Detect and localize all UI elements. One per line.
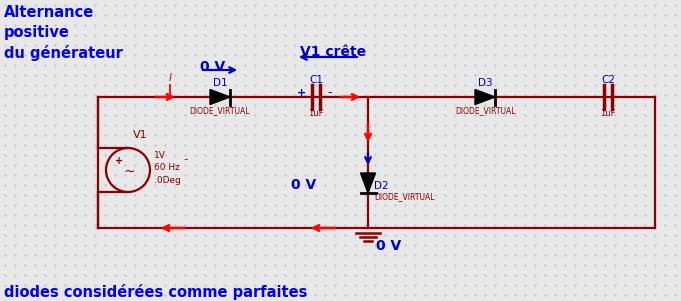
Text: V1 crête: V1 crête bbox=[300, 45, 366, 59]
Text: DIODE_VIRTUAL: DIODE_VIRTUAL bbox=[455, 107, 516, 116]
Text: DIODE_VIRTUAL: DIODE_VIRTUAL bbox=[374, 193, 434, 201]
Polygon shape bbox=[475, 89, 495, 104]
Text: 1uF: 1uF bbox=[600, 110, 616, 119]
Text: ~: ~ bbox=[123, 165, 135, 179]
Text: D3: D3 bbox=[477, 78, 492, 88]
Text: +: + bbox=[115, 156, 123, 166]
Text: -: - bbox=[328, 86, 332, 100]
Text: 0 V: 0 V bbox=[291, 178, 316, 192]
Text: I: I bbox=[168, 73, 172, 83]
Text: 1V
60 Hz
.0Deg: 1V 60 Hz .0Deg bbox=[154, 151, 181, 185]
Text: 0 V: 0 V bbox=[200, 60, 225, 74]
Text: diodes considérées comme parfaites: diodes considérées comme parfaites bbox=[4, 284, 307, 300]
Text: C1: C1 bbox=[309, 75, 323, 85]
Text: D1: D1 bbox=[212, 78, 227, 88]
Text: 1uF: 1uF bbox=[308, 110, 323, 119]
Text: Alternance
positive
du générateur: Alternance positive du générateur bbox=[4, 5, 123, 61]
Text: DIODE_VIRTUAL: DIODE_VIRTUAL bbox=[190, 107, 250, 116]
Polygon shape bbox=[360, 173, 375, 193]
Polygon shape bbox=[210, 89, 230, 104]
Text: D2: D2 bbox=[374, 181, 389, 191]
Text: V1: V1 bbox=[133, 130, 148, 140]
Text: 0 V: 0 V bbox=[376, 239, 401, 253]
Text: C2: C2 bbox=[601, 75, 615, 85]
Text: -: - bbox=[184, 154, 188, 166]
Text: +: + bbox=[298, 88, 306, 98]
